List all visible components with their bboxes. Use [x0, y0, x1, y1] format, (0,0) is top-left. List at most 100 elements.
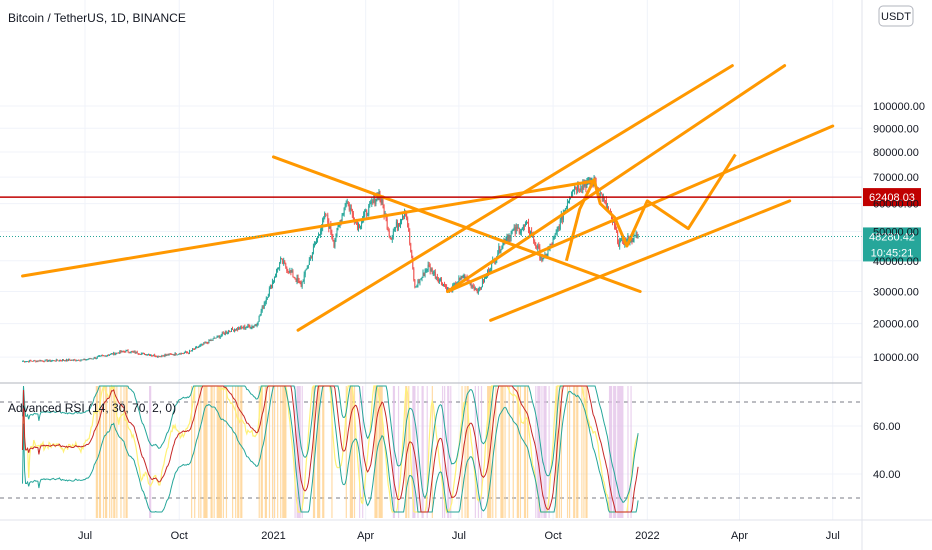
- candle-body: [317, 236, 318, 240]
- rsi-band: [441, 386, 444, 518]
- candle-body: [48, 359, 50, 361]
- rsi-band: [566, 386, 569, 518]
- candle-body: [190, 350, 191, 352]
- trendlines[interactable]: [21, 64, 835, 332]
- candle-body: [192, 349, 194, 351]
- candle-body: [599, 192, 601, 196]
- candle-body: [476, 290, 478, 294]
- rsi-band: [614, 386, 616, 518]
- rsi-band: [568, 386, 571, 518]
- candle-body: [32, 361, 34, 362]
- rsi-band: [217, 386, 219, 518]
- candle-body: [439, 279, 441, 281]
- candle-body: [331, 233, 333, 238]
- currency-badge[interactable]: [878, 5, 914, 27]
- candle-body: [111, 353, 113, 355]
- candle-body: [575, 187, 577, 189]
- rsi-band: [397, 386, 400, 518]
- candle-body: [541, 257, 543, 260]
- candle-body: [74, 359, 76, 361]
- rsi-band: [535, 386, 537, 518]
- rsi-band: [120, 386, 122, 518]
- candle-body: [446, 286, 448, 291]
- candle-body: [484, 277, 485, 283]
- candle-body: [200, 345, 202, 346]
- candle-body: [326, 214, 328, 216]
- candle-body: [286, 267, 288, 271]
- candle-body: [121, 350, 123, 353]
- rsi-band: [102, 386, 105, 518]
- candle-body: [435, 276, 437, 278]
- candle-body: [45, 359, 47, 361]
- candle-body: [228, 331, 230, 332]
- candle-body: [248, 325, 250, 327]
- candle-body: [300, 282, 302, 287]
- rsi-band: [619, 386, 621, 518]
- rsi-band: [200, 386, 202, 518]
- candle-body: [33, 360, 35, 362]
- candle-body: [292, 271, 294, 277]
- candle-body: [415, 286, 417, 288]
- rsi-band: [218, 386, 220, 518]
- candle-body: [605, 200, 607, 209]
- bar-countdown-label: 10:45:21: [871, 247, 914, 259]
- candle-body: [152, 355, 154, 357]
- candle-body: [307, 264, 309, 268]
- candle-body: [197, 346, 199, 348]
- candle-body: [66, 359, 68, 362]
- indicator-label[interactable]: Advanced RSI (14, 30, 70, 2, 0): [8, 401, 176, 415]
- candle-body: [295, 278, 297, 282]
- candle-body: [443, 284, 444, 287]
- candle-body: [87, 359, 89, 361]
- candle-body: [27, 361, 29, 362]
- candle-body: [173, 354, 175, 356]
- rsi-band: [577, 386, 579, 518]
- candle-body: [526, 222, 527, 225]
- rsi-band: [576, 386, 578, 518]
- currency-selector[interactable]: USDT: [878, 5, 914, 27]
- candle-body: [43, 361, 45, 363]
- candle-body: [519, 231, 521, 234]
- candle-body: [195, 347, 197, 350]
- candle-body: [215, 337, 217, 339]
- candle-body: [164, 354, 166, 357]
- candle-body: [44, 359, 46, 362]
- rsi-band: [538, 386, 540, 518]
- rsi-band: [258, 386, 260, 518]
- candle-body: [501, 246, 503, 250]
- candle-body: [586, 182, 588, 188]
- candle-body: [146, 354, 147, 356]
- candle-body: [350, 208, 352, 210]
- candle-body: [622, 238, 624, 244]
- rsi-band: [622, 386, 624, 518]
- candle-body: [370, 202, 372, 204]
- currency-label: USDT: [881, 11, 911, 23]
- current-price-tag: [863, 227, 921, 262]
- candle-body: [397, 223, 399, 228]
- candle-body: [335, 237, 337, 241]
- candle-body: [404, 212, 406, 217]
- candle-body: [369, 202, 371, 206]
- rsi-band: [318, 386, 320, 518]
- candle-body: [619, 241, 621, 247]
- candle-body: [382, 200, 384, 208]
- candle-body: [316, 239, 317, 243]
- rsi-band: [581, 386, 583, 518]
- candle-body: [391, 235, 393, 240]
- rsi-band: [414, 386, 416, 518]
- rsi-band: [114, 386, 116, 518]
- candle-body: [635, 234, 637, 236]
- candle-body: [552, 238, 554, 245]
- rsi-band: [467, 386, 469, 518]
- candle-body: [237, 328, 239, 330]
- candle-body: [305, 269, 307, 270]
- candle-body: [268, 288, 270, 295]
- candle-body: [473, 286, 475, 290]
- candle-body: [243, 326, 245, 329]
- candle-body: [488, 270, 490, 274]
- candle-body: [160, 356, 162, 357]
- candle-body: [546, 254, 548, 258]
- candle-body: [319, 235, 321, 236]
- candle-body: [573, 189, 575, 192]
